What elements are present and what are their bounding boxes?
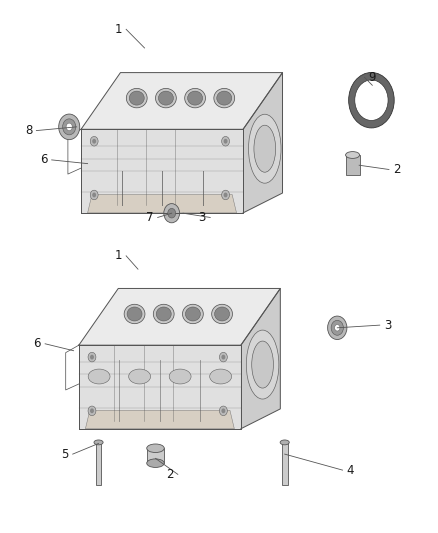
Ellipse shape [185, 88, 205, 108]
Circle shape [66, 123, 72, 131]
Ellipse shape [187, 91, 202, 105]
Ellipse shape [94, 440, 103, 445]
Polygon shape [85, 410, 234, 429]
Circle shape [328, 316, 347, 340]
Bar [147, 448, 164, 463]
Circle shape [223, 192, 228, 197]
Circle shape [222, 190, 230, 200]
Ellipse shape [346, 151, 360, 158]
Circle shape [92, 139, 96, 144]
Polygon shape [243, 72, 283, 213]
Circle shape [222, 136, 230, 146]
Circle shape [331, 320, 343, 335]
Polygon shape [88, 195, 237, 213]
Circle shape [88, 352, 96, 362]
Ellipse shape [155, 88, 177, 108]
Circle shape [355, 80, 388, 120]
Circle shape [92, 192, 96, 197]
Ellipse shape [185, 307, 201, 321]
Ellipse shape [129, 369, 151, 384]
Ellipse shape [147, 459, 164, 467]
Text: 3: 3 [384, 319, 391, 332]
Circle shape [63, 119, 76, 135]
Polygon shape [241, 288, 280, 429]
Ellipse shape [215, 307, 230, 321]
Text: 3: 3 [199, 211, 206, 224]
Ellipse shape [280, 440, 289, 445]
Ellipse shape [210, 369, 232, 384]
Bar [346, 155, 360, 175]
Polygon shape [79, 288, 280, 345]
Circle shape [219, 352, 227, 362]
Circle shape [164, 204, 180, 223]
Ellipse shape [129, 91, 144, 105]
Text: 9: 9 [368, 71, 376, 84]
Ellipse shape [124, 304, 145, 324]
Ellipse shape [252, 341, 273, 388]
Circle shape [90, 190, 98, 200]
Ellipse shape [156, 307, 171, 321]
Ellipse shape [254, 125, 276, 172]
Text: 2: 2 [166, 468, 174, 481]
Text: 2: 2 [393, 163, 401, 176]
Circle shape [90, 408, 94, 413]
Bar [282, 442, 287, 485]
Ellipse shape [126, 88, 147, 108]
Circle shape [168, 208, 176, 218]
Ellipse shape [127, 307, 142, 321]
Circle shape [90, 354, 94, 359]
Ellipse shape [153, 304, 174, 324]
Text: 7: 7 [146, 211, 154, 224]
Circle shape [90, 136, 98, 146]
Text: 1: 1 [114, 23, 122, 36]
Text: 1: 1 [114, 249, 122, 262]
Polygon shape [81, 130, 243, 213]
Text: 6: 6 [33, 337, 41, 350]
Text: 5: 5 [61, 448, 68, 461]
Polygon shape [79, 345, 241, 429]
Circle shape [349, 72, 394, 128]
Ellipse shape [147, 444, 164, 453]
Circle shape [223, 139, 228, 144]
Ellipse shape [214, 88, 235, 108]
Text: 4: 4 [346, 464, 354, 477]
Ellipse shape [159, 91, 173, 105]
Ellipse shape [183, 304, 203, 324]
Circle shape [221, 408, 225, 413]
Ellipse shape [88, 369, 110, 384]
Circle shape [335, 325, 340, 331]
Polygon shape [81, 72, 283, 130]
Text: 8: 8 [25, 124, 32, 137]
Ellipse shape [169, 369, 191, 384]
Bar [95, 442, 102, 485]
Ellipse shape [246, 330, 279, 399]
Ellipse shape [217, 91, 232, 105]
Circle shape [221, 354, 225, 359]
Circle shape [219, 406, 227, 416]
Circle shape [88, 406, 96, 416]
Ellipse shape [212, 304, 233, 324]
Circle shape [59, 114, 80, 140]
Text: 6: 6 [40, 154, 48, 166]
Ellipse shape [248, 114, 281, 183]
